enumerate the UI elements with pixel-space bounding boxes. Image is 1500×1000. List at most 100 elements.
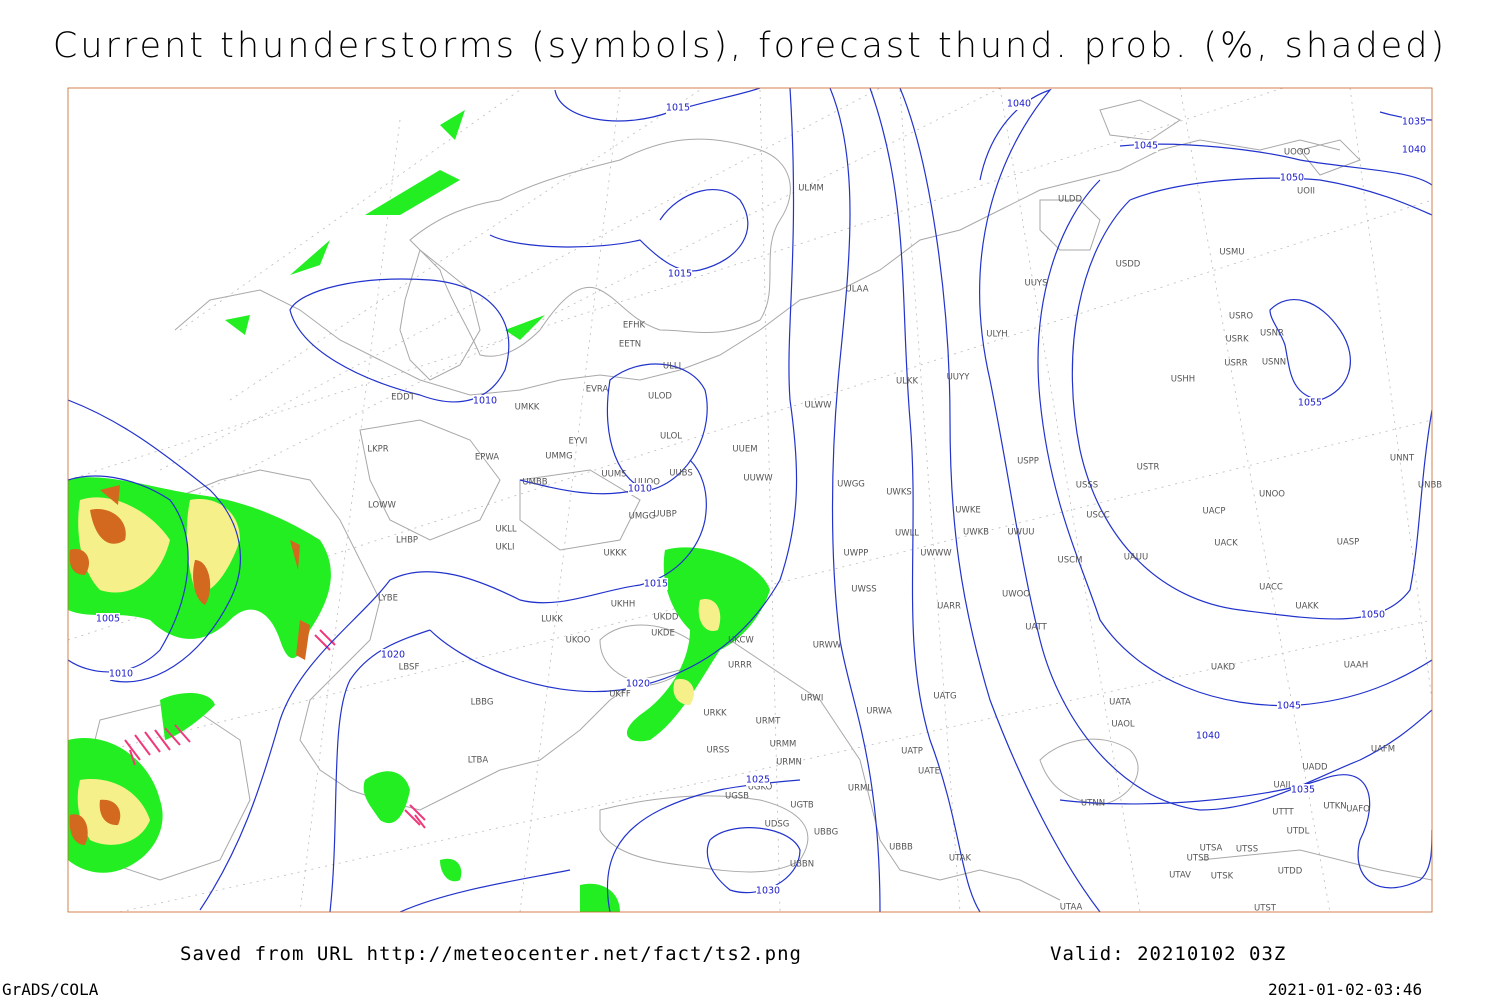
station-label: EETN <box>619 340 641 350</box>
isobar-label-background <box>381 649 405 661</box>
station-label: EFHK <box>623 321 646 331</box>
station-label: UAII <box>1273 781 1290 791</box>
station-label: USMU <box>1219 248 1244 258</box>
station-label: UACP <box>1203 507 1226 517</box>
station-label: UMKK <box>515 403 540 413</box>
isobar-label: 1035 <box>1402 117 1426 128</box>
station-label: UMBB <box>522 478 547 488</box>
station-label: UKLL <box>495 525 517 535</box>
station-label: UTDD <box>1278 867 1303 877</box>
isobars <box>68 88 1432 912</box>
station-label: UACK <box>1214 539 1238 549</box>
station-label: USRO <box>1229 312 1254 322</box>
station-label: UOII <box>1297 187 1315 197</box>
station-label: UTSK <box>1211 872 1234 882</box>
station-label: UWKE <box>955 506 981 516</box>
station-label: UAKD <box>1211 663 1236 673</box>
isobar-label-background <box>1361 609 1385 621</box>
station-label: UWKS <box>886 488 912 498</box>
station-label: USNN <box>1262 358 1286 368</box>
station-label: UATA <box>1109 698 1131 708</box>
timestamp: 2021-01-02-03:46 <box>1268 980 1422 999</box>
graticule <box>68 88 1432 912</box>
station-label: ULOL <box>660 432 682 442</box>
map-title: Current thunderstorms (symbols), forecas… <box>53 26 1447 66</box>
station-label: ULWW <box>805 401 833 411</box>
isobar-label: 1030 <box>756 886 780 897</box>
station-label: UTSS <box>1236 845 1258 855</box>
station-label: UMGG <box>629 512 656 522</box>
station-label: UAAH <box>1344 661 1368 671</box>
station-label: UGSB <box>725 792 749 802</box>
station-label: UAUU <box>1124 553 1148 563</box>
station-label: USDD <box>1116 260 1141 270</box>
station-label: UACC <box>1259 583 1283 593</box>
isobar-label-background <box>1291 784 1315 796</box>
station-label: USHH <box>1171 375 1195 385</box>
isobar-label: 1025 <box>746 775 770 786</box>
isobar-label-background <box>644 578 668 590</box>
isobar-label: 1005 <box>96 614 120 625</box>
station-label: UTAA <box>1060 903 1083 913</box>
isobar-label: 1010 <box>109 669 133 680</box>
isobar-label: 1040 <box>1007 99 1031 110</box>
station-label: UTNN <box>1081 799 1105 809</box>
isobar-label-background <box>626 678 650 690</box>
station-label: URMM <box>770 740 797 750</box>
station-label: UTAK <box>949 854 972 864</box>
station-label: UTAV <box>1169 871 1191 881</box>
station-label: UTTT <box>1272 808 1294 818</box>
station-label: EVRA <box>586 385 609 395</box>
station-label: ULAA <box>845 285 868 295</box>
station-label: URMN <box>776 758 802 768</box>
station-label: UWKB <box>963 528 989 538</box>
station-label: LOWW <box>368 501 397 511</box>
station-label: UKDE <box>651 629 675 639</box>
station-label: URWA <box>866 707 892 717</box>
station-label: LBSF <box>399 663 420 673</box>
station-label: ULLI <box>663 362 681 372</box>
station-label: USPP <box>1017 457 1039 467</box>
station-label: UUOO <box>634 478 660 488</box>
station-label: URWW <box>813 641 842 651</box>
station-label: URWI <box>801 694 824 704</box>
station-label: UADD <box>1302 763 1328 773</box>
station-label: UUMS <box>601 470 626 480</box>
station-label: UNBB <box>1418 481 1442 491</box>
station-label: UAFM <box>1371 745 1395 755</box>
station-label: EDDT <box>391 393 415 403</box>
isobar-label-background <box>666 102 690 114</box>
isobar-label: 1040 <box>1196 731 1220 742</box>
isobar-label-background <box>756 885 780 897</box>
station-label: UWGG <box>837 480 865 490</box>
station-label: ULKK <box>896 377 919 387</box>
station-label: UKDD <box>654 613 679 623</box>
isobar-label-background <box>96 613 120 625</box>
station-label: UUYS <box>1024 279 1047 289</box>
station-label: UMMG <box>545 452 572 462</box>
station-label: UATP <box>901 747 923 757</box>
isobar-label: 1015 <box>668 269 692 280</box>
station-label: URRR <box>728 661 752 671</box>
station-label: EYVI <box>569 437 588 447</box>
valid-time: Valid: 20210102 03Z <box>1050 943 1286 965</box>
station-label: UNNT <box>1390 454 1415 464</box>
isobar-label: 1055 <box>1298 398 1322 409</box>
station-label: UKHH <box>611 600 636 610</box>
station-label: UBBB <box>889 843 913 853</box>
station-label: UKCW <box>728 636 754 646</box>
station-label: UWSS <box>851 585 876 595</box>
isobar-label: 1020 <box>626 679 650 690</box>
isobar-label-background <box>109 668 133 680</box>
station-label: ULMM <box>798 184 824 194</box>
station-label: UWOO <box>1002 590 1030 600</box>
station-label: UDSG <box>765 820 790 830</box>
station-labels: ULMM ULAA ULDD USDD USMU UUYS UOOO UOII USRO USRK… <box>367 148 1442 914</box>
coastlines <box>68 99 1432 901</box>
station-label: UTSA <box>1200 844 1223 854</box>
station-label: ULYH <box>986 330 1007 340</box>
station-label: LUKK <box>541 615 563 625</box>
station-label: USSS <box>1076 481 1098 491</box>
station-label: UKKK <box>604 549 627 559</box>
probability-shading <box>68 110 770 912</box>
